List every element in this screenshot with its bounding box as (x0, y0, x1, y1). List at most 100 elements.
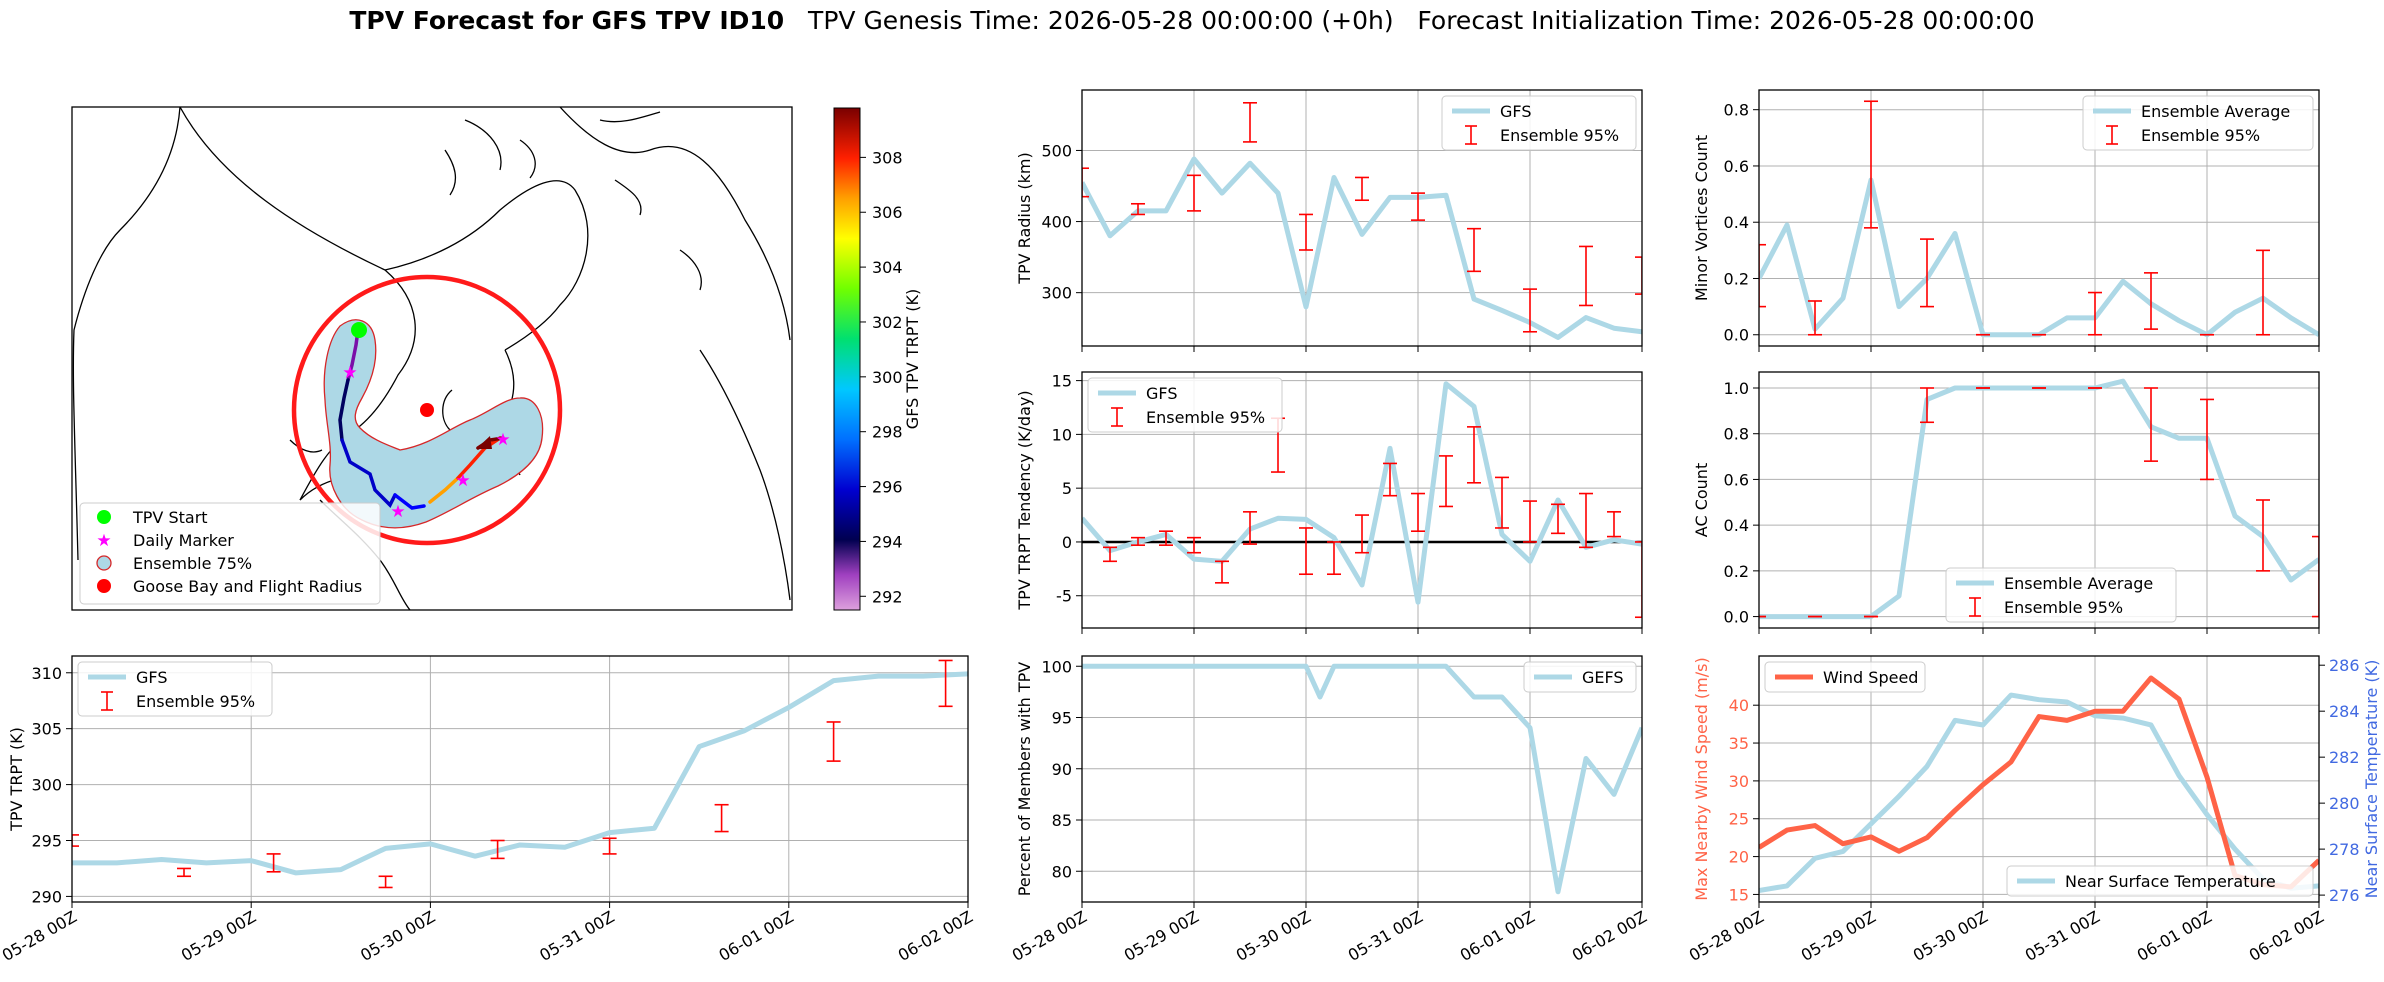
track-arrowhead (476, 436, 492, 449)
y-tick-label: 0.4 (1724, 516, 1749, 535)
errorbar (938, 659, 953, 708)
y-tick-label: 30 (1729, 772, 1749, 791)
series-line (1082, 156, 1642, 340)
plot-content (72, 659, 968, 889)
x-tick-label: 05-29 00Z (178, 907, 259, 965)
map-frame (71, 106, 793, 611)
errorbar (1327, 541, 1341, 576)
coast-islands (444, 119, 536, 196)
legend-label: GEFS (1582, 668, 1624, 687)
y-tick-label: 400 (1041, 213, 1072, 232)
legend-label: Ensemble Average (2141, 102, 2290, 121)
y2-tick-label: 278 (2329, 840, 2360, 859)
errorbar (1299, 527, 1313, 576)
y-tick-label: 20 (1729, 848, 1749, 867)
errorbar (1635, 541, 1642, 619)
series-line (72, 671, 968, 876)
axes-frame (71, 655, 969, 903)
y-tick-label: 0.4 (1724, 213, 1749, 232)
errorbar (2200, 398, 2214, 481)
y2-axis-label: Near Surface Temperature (K) (2362, 660, 2381, 899)
errorbar (1467, 227, 1481, 273)
legend-label: Near Surface Temperature (2065, 872, 2276, 891)
errorbar (1607, 511, 1621, 538)
y-tick-label: 305 (31, 720, 62, 739)
y-axis-label: Max Nearby Wind Speed (m/s) (1692, 657, 1711, 900)
x-tick-label: 05-30 00Z (1910, 907, 1991, 965)
y-tick-label: 25 (1729, 810, 1749, 829)
track-seg-2 (338, 378, 350, 442)
y-tick-label: 35 (1729, 734, 1749, 753)
errorbar (1131, 536, 1145, 546)
legend-start-label: TPV Start (132, 508, 208, 527)
legend-box (2006, 865, 2314, 897)
x-tick-label: 05-28 00Z (0, 907, 80, 965)
legend: GEFS (1523, 661, 1637, 693)
colorbar-gradient (833, 107, 861, 611)
legend-errorbar-icon (1465, 125, 1477, 145)
daily-marker: ★ (455, 471, 470, 491)
trpt-panel: 290 295 300 305 310 TPV TRPT (K) 05-28 00Z 05-2… (0, 655, 976, 965)
y-tick-label: 0.6 (1724, 157, 1749, 176)
legend-label: GFS (136, 668, 167, 687)
tpv-start-marker (351, 322, 367, 338)
colorbar-label: GFS TPV TRPT (K) (903, 289, 922, 429)
errorbar (1355, 176, 1369, 202)
colorbar-tick-label: 300 (872, 368, 903, 387)
y-tick-label: 0.8 (1724, 101, 1749, 120)
x-tick-label: 05-30 00Z (1233, 907, 1314, 965)
axes-frame (1758, 89, 2320, 347)
legend-errorbar-icon (1969, 597, 1981, 617)
errorbar (1383, 462, 1397, 497)
x-tick-label: 06-02 00Z (1569, 907, 1650, 965)
y-tick-label: 15 (1052, 372, 1072, 391)
colorbar-tick-label: 304 (872, 258, 903, 277)
coast-islands-east (599, 111, 702, 291)
errorbar (1439, 455, 1453, 508)
daily-marker: ★ (390, 502, 405, 522)
legend-label: Ensemble 95% (2004, 598, 2123, 617)
errorbar (1808, 300, 1822, 336)
errorbar (1355, 514, 1369, 554)
y-tick-label: 1.0 (1724, 379, 1749, 398)
errorbar (1187, 174, 1201, 212)
y-tick-label: 0.2 (1724, 562, 1749, 581)
track-seg-4 (393, 493, 426, 510)
y-axis-label: Minor Vortices Count (1692, 135, 1711, 301)
errorbar (2088, 291, 2102, 336)
y-tick-label: 300 (1041, 284, 1072, 303)
errorbar (2144, 272, 2158, 330)
y-tick-label: 500 (1041, 141, 1072, 160)
y-tick-label: 0.2 (1724, 269, 1749, 288)
y-tick-label: 0.8 (1724, 425, 1749, 444)
colorbar-tick-label: 306 (872, 203, 903, 222)
y-axis-label: Percent of Members with TPV (1015, 662, 1034, 896)
errorbar (1082, 167, 1089, 198)
y-tick-label: 5 (1062, 479, 1072, 498)
x-tick-label: 05-29 00Z (1798, 907, 1879, 965)
y2-tick-label: 286 (2329, 656, 2360, 675)
y-tick-label: 295 (31, 832, 62, 851)
legend-goose-icon (97, 579, 111, 593)
legend-box (1087, 377, 1283, 433)
plot-area (1759, 656, 2319, 902)
legend-box (1945, 567, 2177, 623)
errorbar (1920, 387, 1934, 424)
map-coastlines (72, 107, 791, 610)
errorbar (1523, 500, 1537, 543)
errorbar (1243, 102, 1257, 143)
y-axis-label: TPV TRPT Tendency (K/day) (1015, 390, 1034, 610)
x-tick-label: 05-28 00Z (1009, 907, 1090, 965)
errorbar (1467, 426, 1481, 484)
errorbar (1551, 503, 1565, 535)
axes-frame (1758, 371, 2320, 629)
y-tick-label: -5 (1056, 587, 1072, 606)
errorbar (1299, 213, 1313, 251)
y-tick-label: 10 (1052, 425, 1072, 444)
errorbar (266, 853, 281, 873)
errorbar (1579, 492, 1593, 549)
legend-label: Ensemble Average (2004, 574, 2153, 593)
y-tick-label: 85 (1052, 811, 1072, 830)
x-tick-label: 05-28 00Z (1686, 907, 1767, 965)
legend-goose-label: Goose Bay and Flight Radius (133, 577, 362, 596)
